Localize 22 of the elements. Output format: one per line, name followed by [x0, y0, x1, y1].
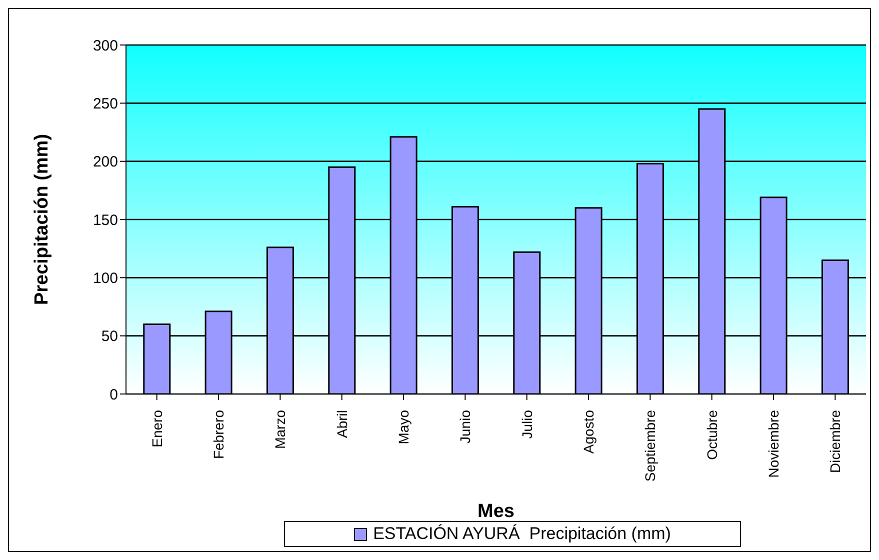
y-tick-label: 250: [92, 95, 118, 112]
x-tick-label: Mayo: [396, 410, 412, 444]
x-tick-label: Abril: [334, 410, 350, 438]
x-tick-label: Diciembre: [827, 410, 844, 474]
y-tick-label: 50: [101, 328, 118, 346]
x-tick-label: Julio: [518, 410, 535, 439]
x-tick-label: Noviembre: [766, 410, 782, 478]
y-tick-label: 200: [92, 154, 118, 171]
y-tick-label: 150: [92, 212, 118, 229]
x-tick-label: Enero: [148, 410, 165, 448]
x-tick-label: Junio: [457, 410, 474, 444]
y-tick-label: 0: [110, 386, 118, 404]
x-tick-label: Febrero: [210, 410, 226, 460]
x-tick-label: Marzo: [272, 410, 288, 449]
legend-label: ESTACIÓN AYURÁ Precipitación (mm): [373, 524, 671, 544]
x-tick-label: Septiembre: [642, 410, 658, 482]
x-tick-label: Octubre: [704, 410, 720, 460]
y-axis-title: Precipitación (mm): [32, 134, 53, 306]
y-tick-label: 300: [92, 37, 118, 54]
x-axis-title: Mes: [478, 501, 514, 522]
y-tick-label: 100: [92, 270, 118, 287]
x-tick-label: Agosto: [580, 410, 596, 454]
